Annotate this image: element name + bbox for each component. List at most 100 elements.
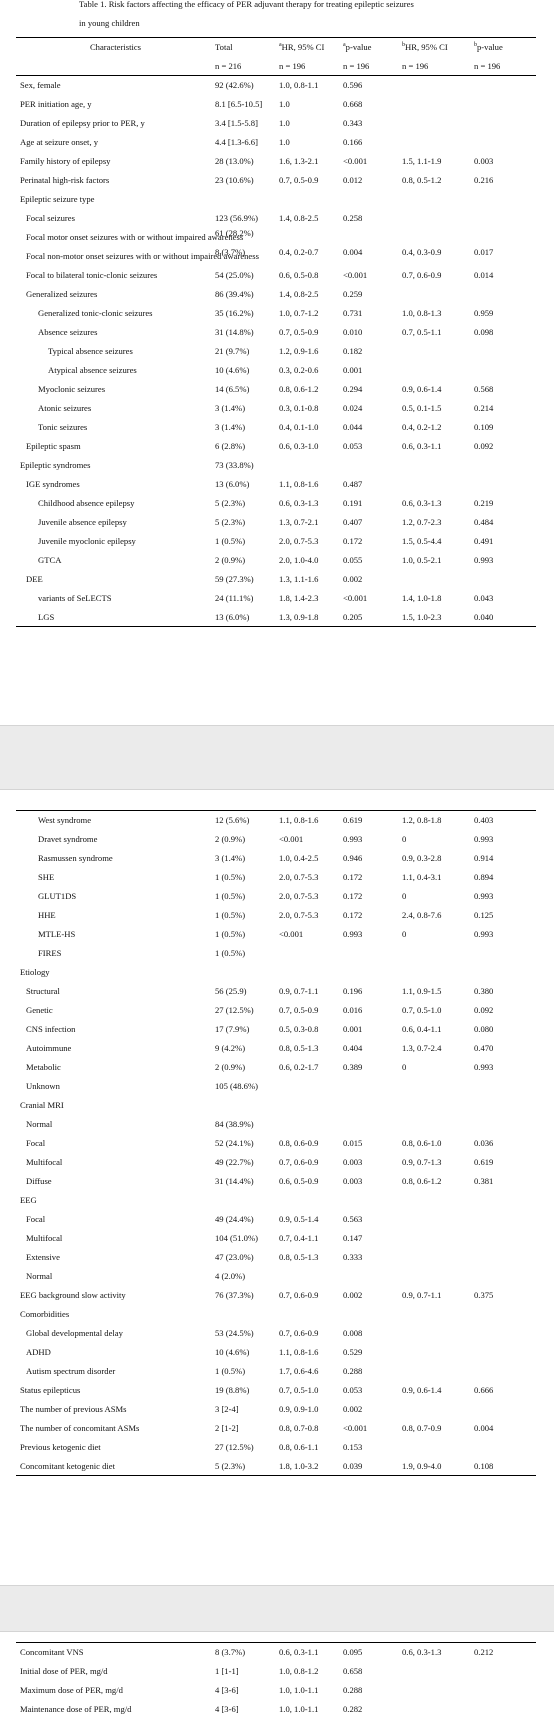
cell-p-uni: 0.993 — [343, 929, 363, 939]
cell-hr-multi — [402, 1324, 474, 1343]
table-row: Global developmental delay 53 (24.5%) 0.7,… — [16, 1324, 536, 1343]
cell-hr-multi — [402, 1662, 474, 1681]
row-label: Epileptic spasm — [26, 441, 81, 451]
cell-p-multi: 0.092 — [474, 441, 494, 451]
row-label: Structural — [26, 986, 60, 996]
table-row: DEE 59 (27.3%) 1.3, 1.1-1.6 0.002 — [16, 570, 536, 589]
cell-hr-uni: 1.0, 1.0-1.1 — [279, 1704, 319, 1714]
table-part-1: Characteristics Total aHR, 95% CI ap-val… — [16, 37, 536, 627]
cell-hr-uni — [279, 944, 343, 963]
cell-p-uni: 0.258 — [343, 213, 363, 223]
cell-total: 76 (37.3%) — [215, 1290, 254, 1300]
cell-p-multi: 0.092 — [474, 1005, 494, 1015]
row-label: Epileptic syndromes — [20, 460, 91, 470]
cell-hr-multi — [402, 1267, 474, 1286]
table-row: Initial dose of PER, mg/d 1 [1-1] 1.0, 0.8… — [16, 1662, 536, 1681]
cell-p-uni: 0.002 — [343, 574, 363, 584]
cell-hr-multi — [402, 1191, 474, 1210]
row-label: LGS — [16, 607, 215, 627]
cell-total: 28 (13.0%) — [215, 156, 254, 166]
table-row: Epileptic spasm 6 (2.8%) 0.6, 0.3-1.0 0.053… — [16, 437, 536, 456]
cell-p-multi: 0.004 — [474, 1423, 494, 1433]
cell-p-uni — [343, 1096, 402, 1115]
cell-total: 9 (4.2%) — [215, 1043, 246, 1053]
cell-hr-uni: 0.7, 0.5-1.0 — [279, 1385, 319, 1395]
table-row: Autoimmune 9 (4.2%) 0.8, 0.5-1.3 0.404 1.3, … — [16, 1039, 536, 1058]
table-row: Childhood absence epilepsy 5 (2.3%) 0.6, 0… — [16, 494, 536, 513]
cell-hr-multi: 0.9, 0.3-2.8 — [402, 853, 442, 863]
cell-p-multi: 0.080 — [474, 1024, 494, 1034]
cell-hr-multi: 0.8, 0.5-1.2 — [402, 175, 442, 185]
cell-total: 27 (12.5%) — [215, 1442, 254, 1452]
cell-p-uni — [343, 1267, 402, 1286]
row-label: Comorbidities — [20, 1309, 70, 1319]
row-label: SHE — [38, 872, 55, 882]
cell-hr-uni: 0.8, 0.6-1.1 — [279, 1442, 319, 1452]
cell-hr-uni — [279, 1077, 343, 1096]
cell-p-uni: 0.191 — [343, 498, 363, 508]
cell-p-uni: 0.095 — [343, 1642, 402, 1662]
table-row: CNS infection 17 (7.9%) 0.5, 0.3-0.8 0.001 0… — [16, 1020, 536, 1039]
cell-p-uni: 0.946 — [343, 853, 363, 863]
cell-p-uni: 0.529 — [343, 1347, 363, 1357]
cell-total: 21 (9.7%) — [215, 346, 250, 356]
cell-hr-multi: 0 — [402, 891, 407, 901]
cell-p-multi — [474, 1210, 536, 1229]
cell-p-uni: 0.288 — [343, 1685, 363, 1695]
cell-p-multi: 0.914 — [474, 853, 494, 863]
cell-total: 52 (24.1%) — [215, 1138, 254, 1148]
table-row: Focal 52 (24.1%) 0.8, 0.6-0.9 0.015 0.8, 0.6… — [16, 1134, 536, 1153]
cell-total: 8 (3.7%) — [215, 246, 246, 257]
cell-p-multi: 0.619 — [474, 1157, 494, 1167]
table-row: Absence seizures 31 (14.8%) 0.7, 0.5-0.9 0.… — [16, 323, 536, 342]
row-label: HHE — [38, 910, 56, 920]
cell-hr-uni — [279, 963, 343, 982]
cell-p-multi: 0.491 — [474, 536, 494, 546]
cell-total: 1 (0.5%) — [215, 910, 246, 920]
cell-hr-uni: 0.6, 0.5-0.8 — [279, 270, 319, 280]
cell-hr-multi — [402, 1229, 474, 1248]
table-row: Comorbidities — [16, 1305, 536, 1324]
table-row: Juvenile myoclonic epilepsy 1 (0.5%) 2.0, … — [16, 532, 536, 551]
cell-hr-multi — [402, 190, 474, 209]
row-label: Absence seizures — [38, 327, 98, 337]
cell-total: 1 (0.5%) — [215, 891, 246, 901]
table-row: Generalized seizures 86 (39.4%) 1.4, 0.8-2… — [16, 285, 536, 304]
cell-total: 4 [3-6] — [215, 1704, 239, 1714]
cell-hr-uni: 1.3, 0.7-2.1 — [279, 517, 319, 527]
cell-p-uni: 0.333 — [343, 1252, 363, 1262]
cell-hr-uni: 0.5, 0.3-0.8 — [279, 1024, 319, 1034]
table-row: Normal 84 (38.9%) — [16, 1115, 536, 1134]
row-label: ADHD — [26, 1347, 51, 1357]
cell-hr-uni: 0.7, 0.5-0.9 — [279, 175, 319, 185]
row-label: Normal — [26, 1119, 53, 1129]
cell-total — [215, 963, 279, 982]
cell-p-multi — [474, 1324, 536, 1343]
cell-p-uni — [343, 1191, 402, 1210]
cell-hr-uni: 0.8, 0.5-1.3 — [279, 1252, 319, 1262]
cell-hr-uni: 2.0, 1.0-4.0 — [279, 555, 319, 565]
cell-p-multi — [474, 1700, 536, 1719]
table-row: Multifocal 49 (22.7%) 0.7, 0.6-0.9 0.003 0.9… — [16, 1153, 536, 1172]
cell-hr-uni: 2.0, 0.7-5.3 — [279, 872, 319, 882]
cell-p-uni: 0.196 — [343, 986, 363, 996]
cell-p-uni: 0.012 — [343, 175, 363, 185]
row-label: Global developmental delay — [26, 1328, 123, 1338]
cell-p-uni — [343, 228, 402, 247]
cell-hr-uni: 0.8, 0.5-1.3 — [279, 1043, 319, 1053]
row-label: Generalized seizures — [26, 289, 98, 299]
table-row: Concomitant VNS 8 (3.7%) 0.6, 0.3-1.1 0.095… — [16, 1642, 536, 1662]
cell-hr-uni: 1.8, 1.4-2.3 — [279, 593, 319, 603]
cell-hr-multi: 0 — [402, 1062, 407, 1072]
table-row: Autism spectrum disorder 1 (0.5%) 1.7, 0.6… — [16, 1362, 536, 1381]
row-label: DEE — [26, 574, 43, 584]
cell-p-uni: 0.053 — [343, 441, 363, 451]
cell-p-uni: 0.016 — [343, 1005, 363, 1015]
cell-total: 49 (22.7%) — [215, 1157, 254, 1167]
header-p-univariate-n: n = 196 — [343, 56, 402, 76]
cell-hr-uni: 0.7, 0.4-1.1 — [279, 1233, 319, 1243]
cell-total: 35 (16.2%) — [215, 308, 254, 318]
cell-p-multi — [474, 944, 536, 963]
cell-total: 31 (14.4%) — [215, 1176, 254, 1186]
cell-total: 13 (6.0%) — [215, 479, 250, 489]
